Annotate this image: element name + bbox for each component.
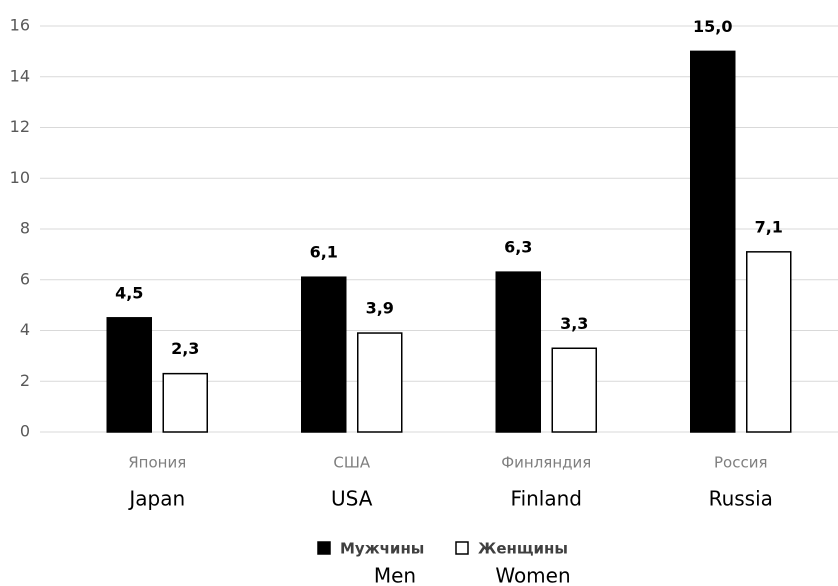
y-tick-label: 14	[10, 66, 30, 85]
y-tick-label: 2	[20, 371, 30, 390]
bar	[162, 372, 208, 433]
y-tick-label: 4	[20, 320, 30, 339]
legend-swatch	[317, 541, 331, 555]
bar	[690, 50, 736, 433]
legend-translation: Women	[495, 564, 570, 586]
x-tick-translation: Japan	[127, 487, 185, 511]
y-tick-label: 16	[10, 16, 30, 35]
value-label: 15,0	[693, 17, 732, 36]
y-tick-label: 6	[20, 269, 30, 288]
bar	[301, 276, 347, 433]
x-tick-translation: Russia	[709, 487, 773, 511]
value-label: 7,1	[755, 217, 783, 236]
value-label: 6,1	[310, 243, 338, 262]
legend-translation: Men	[374, 564, 416, 586]
bar	[495, 271, 541, 433]
bar	[106, 317, 152, 433]
legend-label: Женщины	[478, 540, 568, 558]
x-tick-label: США	[333, 454, 371, 472]
x-tick-label: Россия	[714, 454, 768, 472]
y-tick-label: 12	[10, 117, 30, 136]
y-tick-label: 8	[20, 219, 30, 238]
value-label: 4,5	[115, 283, 143, 302]
value-label: 3,3	[560, 314, 588, 333]
bar	[746, 251, 792, 433]
x-tick-label: Финляндия	[501, 454, 591, 472]
y-tick-label: 0	[20, 422, 30, 441]
x-tick-translation: Finland	[511, 487, 582, 511]
y-tick-label: 10	[10, 168, 30, 187]
legend-label: Мужчины	[340, 540, 424, 558]
bar	[551, 347, 597, 433]
value-label: 6,3	[504, 238, 532, 257]
bar	[357, 332, 403, 433]
value-label: 3,9	[366, 299, 394, 318]
value-label: 2,3	[171, 339, 199, 358]
legend-swatch	[455, 541, 469, 555]
x-tick-translation: USA	[331, 487, 373, 511]
x-tick-label: Япония	[128, 454, 186, 472]
